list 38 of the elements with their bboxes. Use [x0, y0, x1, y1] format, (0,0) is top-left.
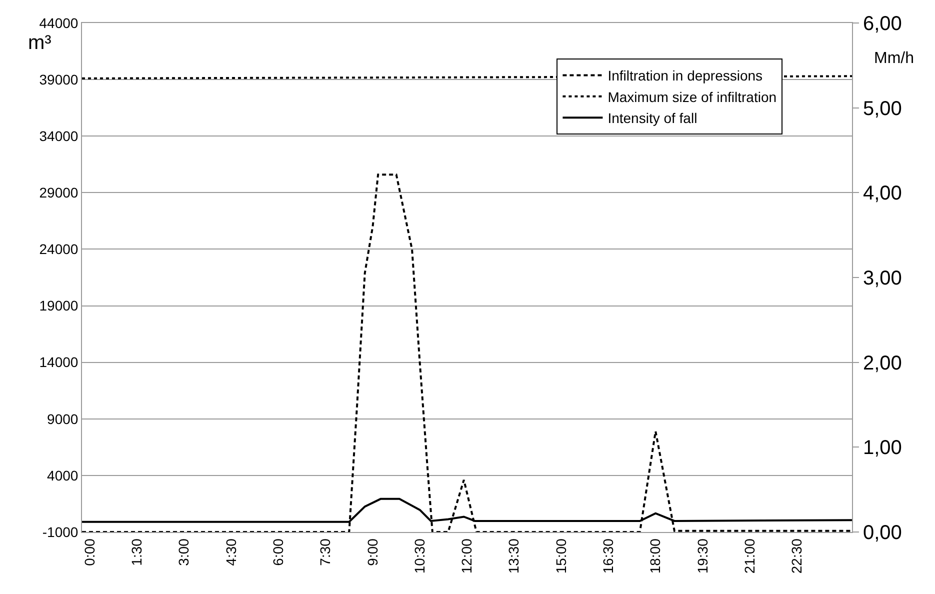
y-tick-label: 39000 — [39, 71, 78, 88]
x-tick-label: 9:00 — [364, 538, 380, 566]
y2-tick-label: 5,00 — [863, 98, 902, 120]
y2-tick-label: 4,00 — [863, 182, 902, 205]
x-tick-label: 0:00 — [81, 538, 98, 566]
y2-tick-label: 2,00 — [863, 352, 902, 374]
y-tick-label: -1000 — [42, 524, 78, 540]
y-tick-label: 29000 — [39, 184, 78, 201]
x-tick-label: 1:30 — [128, 538, 145, 566]
x-tick-label: 6:00 — [270, 538, 286, 566]
y-axis-title: m³ — [28, 32, 52, 54]
y2-tick-label: 1,00 — [863, 437, 902, 460]
x-tick-label: 12:00 — [458, 538, 475, 574]
y2-axis-title: Mm/h — [874, 50, 914, 67]
y-tick-label: 9000 — [47, 410, 78, 427]
x-tick-label: 19:30 — [694, 538, 710, 574]
x-tick-label: 13:30 — [506, 538, 522, 574]
y-tick-label: 14000 — [39, 354, 78, 370]
y-tick-label: 19000 — [39, 298, 78, 314]
y-tick-label: 34000 — [39, 128, 78, 144]
legend-label: Infiltration in depressions — [608, 68, 763, 84]
y2-tick-label: 6,00 — [863, 13, 902, 35]
x-tick-label: 7:30 — [317, 538, 334, 566]
x-tick-label: 21:00 — [741, 538, 758, 574]
x-tick-label: 16:30 — [600, 538, 616, 574]
x-tick-label: 10:30 — [411, 538, 428, 574]
x-tick-label: 18:00 — [647, 538, 664, 574]
y2-tick-label: 3,00 — [863, 268, 902, 290]
legend-label: Intensity of fall — [608, 110, 698, 126]
y-tick-label: 4000 — [47, 467, 78, 484]
x-tick-label: 3:00 — [176, 538, 192, 566]
x-tick-label: 4:30 — [222, 538, 239, 566]
y-tick-label: 44000 — [39, 14, 78, 31]
y2-tick-label: 0,00 — [863, 522, 902, 544]
y-tick-label: 24000 — [39, 241, 78, 258]
legend-label: Maximum size of infiltration — [608, 88, 777, 105]
x-tick-label: 15:00 — [552, 538, 569, 574]
x-tick-label: 22:30 — [788, 538, 805, 574]
